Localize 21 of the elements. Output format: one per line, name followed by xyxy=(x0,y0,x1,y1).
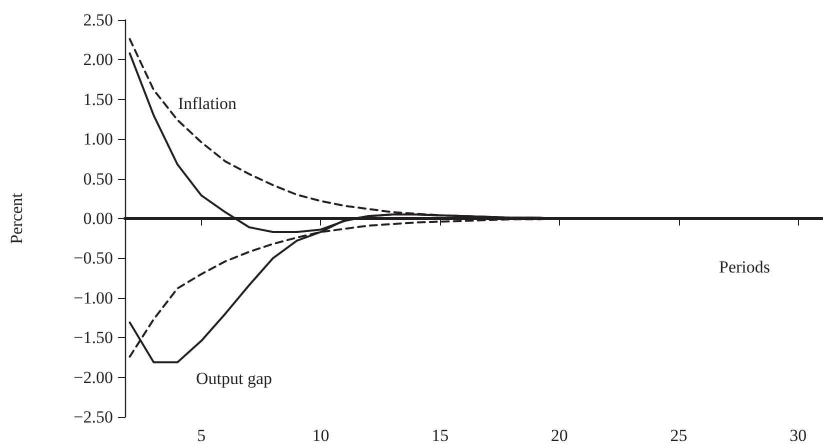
y-tick-label: −0.50 xyxy=(74,248,113,268)
x-tick-label: 30 xyxy=(790,426,807,444)
annotation: Inflation xyxy=(178,94,238,113)
y-tick-label: 1.00 xyxy=(83,130,113,149)
x-tick-label: 15 xyxy=(432,426,449,444)
x-axis-title: Periods xyxy=(719,258,770,276)
y-tick-label: −2.00 xyxy=(74,368,113,387)
x-tick-label: 10 xyxy=(312,426,330,444)
x-tick-label: 5 xyxy=(197,426,206,444)
y-tick-label: −2.50 xyxy=(74,408,113,426)
x-tick-label: 20 xyxy=(550,426,568,444)
y-tick-label: 2.00 xyxy=(83,50,113,70)
x-tick-label: 25 xyxy=(670,426,688,444)
y-tick-label: −1.00 xyxy=(74,288,113,308)
y-axis-title: Percent xyxy=(7,192,26,244)
y-tick-label: −1.50 xyxy=(74,328,113,348)
y-tick-label: 2.50 xyxy=(83,10,113,30)
y-tick-label: 1.50 xyxy=(83,90,113,109)
annotation: Output gap xyxy=(196,369,272,388)
y-tick-label: 0.00 xyxy=(83,209,113,228)
y-tick-label: 0.50 xyxy=(83,169,113,188)
